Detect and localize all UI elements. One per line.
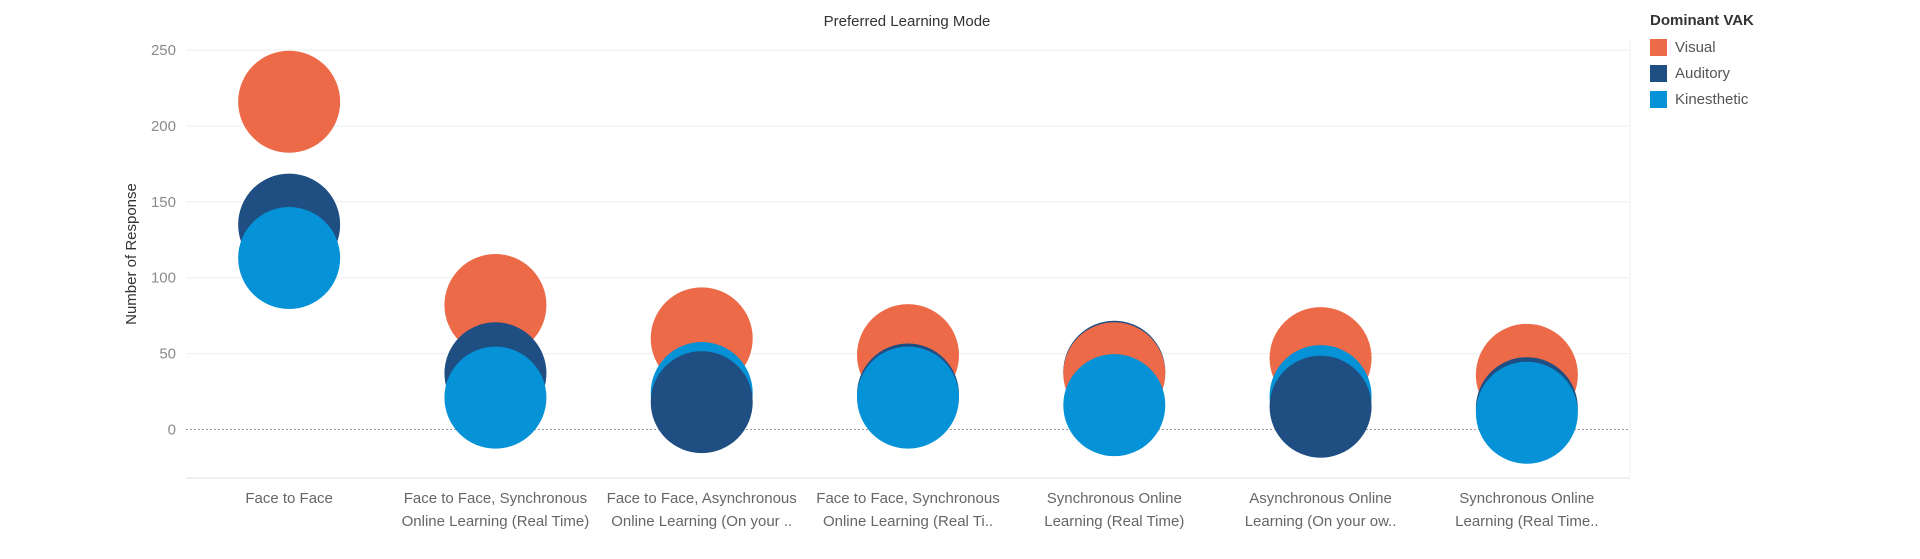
bubbles [238,50,1578,464]
x-category-label: Online Learning (Real Ti.. [823,513,993,530]
bubble-kinesthetic[interactable] [238,207,341,309]
bubble-auditory[interactable] [1269,355,1372,458]
legend-label-auditory: Auditory [1675,64,1731,82]
category-labels: Face to Face Face to Face, Synchronous Onl… [245,490,1598,530]
x-category-label: Learning (Real Time.. [1455,513,1598,530]
legend-title: Dominant VAK [1650,12,1754,29]
bubble-visual[interactable] [238,50,341,153]
bubble-kinesthetic[interactable] [857,346,959,449]
x-category-label: Synchronous Online [1459,490,1594,507]
x-category-label: Face to Face, Synchronous [404,490,587,507]
x-category-label: Online Learning (On your .. [611,513,792,530]
x-category-label: Online Learning (Real Time) [402,513,590,530]
bubble-kinesthetic[interactable] [444,346,547,449]
bubble-auditory[interactable] [650,351,753,454]
x-category-label: Face to Face, Asynchronous [607,490,797,507]
legend-item-kinesthetic[interactable]: Kinesthetic [1650,86,1754,112]
legend-swatch-kinesthetic [1650,90,1667,108]
y-tick-label: 150 [151,194,176,211]
y-tick-label: 50 [159,346,176,363]
legend-swatch-visual [1650,38,1667,56]
x-category-label: Asynchronous Online [1249,490,1392,507]
legend-item-visual[interactable]: Visual [1650,34,1754,60]
bubble-kinesthetic[interactable] [1475,361,1578,464]
bubble-kinesthetic[interactable] [1063,354,1166,457]
legend-label-kinesthetic: Kinesthetic [1675,90,1749,108]
x-category-label: Face to Face, Synchronous [816,490,999,507]
legend: Dominant VAK Visual Auditory Kinesthetic [1650,12,1754,112]
legend-swatch-auditory [1650,64,1667,82]
legend-label-visual: Visual [1675,38,1716,56]
chart-title: Preferred Learning Mode [824,13,991,30]
axes: 0 50 100 150 200 250 [151,38,1631,479]
y-tick-label: 200 [151,118,176,135]
y-tick-label: 0 [168,421,176,438]
y-axis-title: Number of Response [123,183,140,325]
x-category-label: Learning (Real Time) [1044,513,1184,530]
y-tick-label: 250 [151,42,176,59]
legend-item-auditory[interactable]: Auditory [1650,60,1754,86]
x-category-label: Face to Face [245,490,333,507]
y-tick-label: 100 [151,270,176,287]
x-category-label: Synchronous Online [1047,490,1182,507]
x-category-label: Learning (On your ow.. [1245,513,1397,530]
